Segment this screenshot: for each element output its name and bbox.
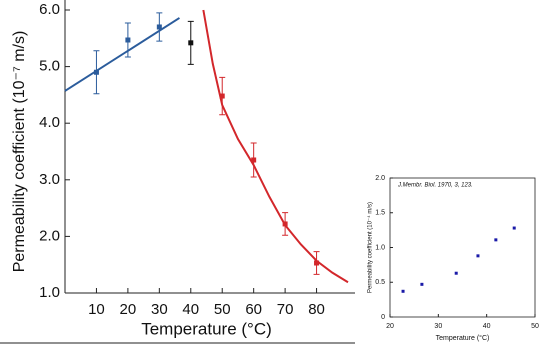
x-tick-label: 50 [214,301,231,318]
data-point [476,254,480,258]
data-point [454,271,458,275]
y-tick-label: 5.0 [39,58,60,75]
x-tick-label: 30 [434,323,442,330]
y-tick-label: 6.0 [39,1,60,18]
fit-line [202,9,349,284]
data-point [125,37,131,43]
x-tick-label: 40 [483,323,491,330]
y-tick-label: 3.0 [39,171,60,188]
x-tick-label: 70 [277,301,294,318]
x-axis-label: Temperature (°C) [141,319,272,338]
data-point [314,260,320,266]
y-tick-label: 1.0 [39,284,60,301]
data-point [494,238,498,242]
plot-frame [389,177,536,318]
x-axis-label: Temperature (°C) [436,334,490,342]
y-tick-label: 1.0 [375,244,385,251]
x-tick-label: 20 [386,323,394,330]
data-point [156,24,162,30]
y-axis-label: Permeability coefficient (10⁻⁷ m/s) [11,31,28,273]
data-point [420,282,424,286]
x-tick-label: 10 [88,301,105,318]
data-point [93,69,99,75]
y-tick-label: 4.0 [39,114,60,131]
data-point [219,93,225,99]
fit-line [64,17,180,92]
data-point [188,40,194,46]
x-tick-label: 20 [120,301,137,318]
data-point [512,226,516,230]
y-tick-label: 2.0 [375,175,385,182]
y-tick-label: 1.5 [375,210,385,217]
y-tick-label: 0.5 [375,279,385,286]
annotation: J.Membr. Biol. 1970, 3, 123. [397,183,473,189]
x-tick-label: 60 [245,301,262,318]
data-point [401,289,405,293]
x-tick-label: 50 [531,323,539,330]
y-axis-label: Permeability coefficient (10⁻⁴ m/s) [367,202,374,293]
data-point [251,157,257,163]
x-tick-label: 30 [151,301,168,318]
y-tick-label: 2.0 [39,227,60,244]
y-tick-label: 0 [381,314,385,321]
x-tick-label: 80 [308,301,325,318]
data-point [282,221,288,227]
x-tick-label: 40 [182,301,199,318]
